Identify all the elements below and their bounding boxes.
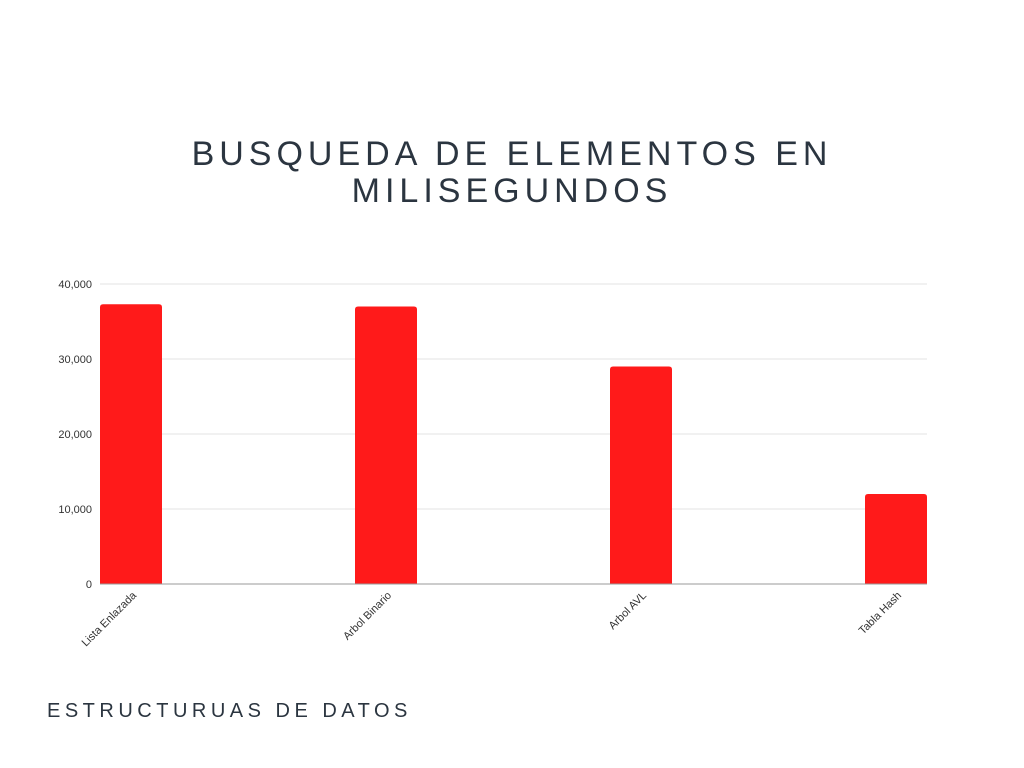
chart-title-line-1: BUSQUEDA DE ELEMENTOS EN bbox=[191, 135, 833, 173]
x-tick-label: Arbol Binario bbox=[341, 590, 394, 643]
x-axis-title: ESTRUCTURUAS DE DATOS bbox=[47, 700, 412, 722]
bar bbox=[610, 366, 672, 584]
y-tick-label: 40,000 bbox=[58, 279, 92, 291]
y-tick-label: 10,000 bbox=[58, 504, 92, 516]
bar bbox=[865, 494, 927, 584]
chart-title: BUSQUEDA DE ELEMENTOS EN MILISEGUNDOS bbox=[0, 136, 1024, 210]
y-tick-label: 0 bbox=[86, 579, 92, 591]
bar bbox=[100, 304, 162, 584]
x-tick-label: Lista Enlazada bbox=[80, 589, 140, 649]
x-tick-label: Arbol AVL bbox=[607, 590, 650, 633]
x-tick-label: Tabla Hash bbox=[857, 590, 904, 637]
bar bbox=[355, 306, 417, 584]
y-tick-label: 20,000 bbox=[58, 429, 92, 441]
y-tick-label: 30,000 bbox=[58, 354, 92, 366]
chart-title-line-2: MILISEGUNDOS bbox=[351, 172, 673, 210]
